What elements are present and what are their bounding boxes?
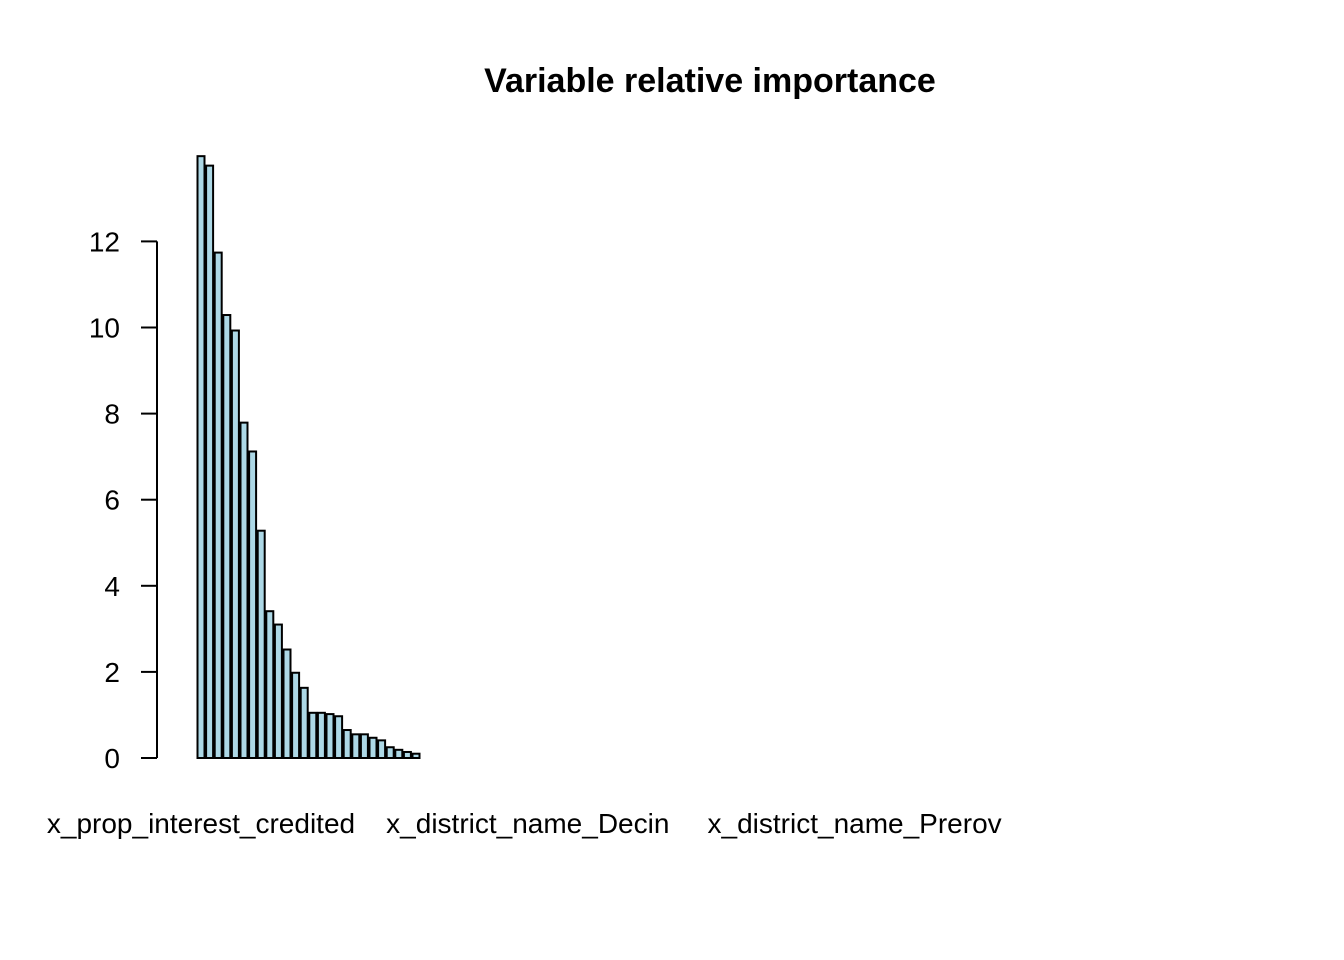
y-tick-label: 2 xyxy=(104,657,120,688)
x-category-label: x_prop_interest_credited xyxy=(47,808,355,839)
x-category-label: x_district_name_Decin xyxy=(386,808,669,839)
bar xyxy=(196,155,206,760)
bar xyxy=(359,733,369,760)
bar xyxy=(222,314,232,759)
bar xyxy=(205,164,215,759)
y-tick-label: 4 xyxy=(104,571,120,602)
bar xyxy=(273,623,283,759)
bars-group xyxy=(196,155,421,760)
bar xyxy=(299,686,309,760)
y-axis: 0 2 4 6 8 10 12 xyxy=(89,226,158,774)
bar xyxy=(256,529,266,760)
bar xyxy=(248,450,258,759)
bar xyxy=(394,748,404,760)
bar xyxy=(265,610,275,760)
bar xyxy=(334,715,344,759)
chart-title: Variable relative importance xyxy=(484,62,936,100)
bar xyxy=(291,671,301,760)
x-category-label: x_district_name_Prerov xyxy=(708,808,1002,839)
bar xyxy=(368,736,378,760)
bar xyxy=(402,750,412,759)
bar xyxy=(230,329,240,759)
bar xyxy=(385,746,395,759)
y-tick-label: 6 xyxy=(104,485,120,516)
y-tick-label: 0 xyxy=(104,743,120,774)
x-axis-labels: x_prop_interest_credited x_district_name_… xyxy=(47,808,1002,839)
bar xyxy=(377,739,387,759)
bar xyxy=(342,729,352,760)
y-tick-label: 8 xyxy=(104,399,120,430)
bar xyxy=(351,733,361,760)
y-tick-label: 10 xyxy=(89,313,120,344)
bar xyxy=(308,711,318,759)
bar xyxy=(239,421,249,759)
y-tick-label: 12 xyxy=(89,226,120,257)
bar xyxy=(316,711,326,759)
bar xyxy=(213,251,223,759)
bar xyxy=(282,648,292,760)
bar xyxy=(325,713,335,760)
bar xyxy=(411,752,421,760)
